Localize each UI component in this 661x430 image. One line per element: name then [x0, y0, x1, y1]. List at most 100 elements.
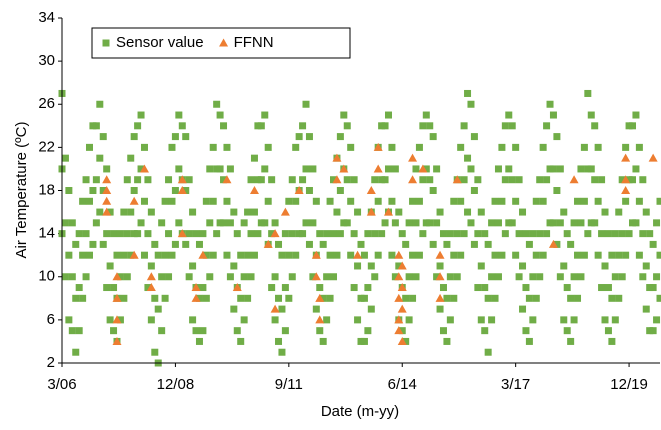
- data-point: [103, 284, 111, 292]
- data-point: [642, 262, 650, 270]
- data-point: [402, 337, 410, 345]
- data-point: [615, 251, 623, 259]
- legend-box: [91, 27, 351, 59]
- data-point: [305, 133, 313, 141]
- data-point: [247, 230, 255, 238]
- data-point: [326, 294, 334, 302]
- data-point: [577, 273, 585, 281]
- data-point: [347, 197, 355, 205]
- data-point: [99, 133, 107, 141]
- data-point: [302, 165, 310, 173]
- data-point: [584, 230, 592, 238]
- data-point: [96, 154, 104, 162]
- legend-marker: [219, 38, 229, 47]
- data-point: [446, 316, 454, 324]
- data-point: [271, 316, 279, 324]
- data-point: [68, 219, 76, 227]
- data-point: [494, 273, 502, 281]
- data-point: [398, 327, 406, 335]
- data-point: [295, 133, 303, 141]
- data-point: [508, 176, 516, 184]
- data-point: [350, 176, 358, 184]
- data-point: [185, 273, 193, 281]
- data-point: [112, 315, 122, 324]
- data-point: [556, 165, 564, 173]
- data-point: [457, 197, 465, 205]
- data-point: [209, 251, 217, 259]
- data-point: [177, 175, 187, 184]
- data-point: [99, 187, 107, 194]
- data-point: [240, 219, 248, 227]
- data-point: [366, 207, 376, 216]
- data-point: [292, 197, 300, 205]
- data-point: [264, 197, 272, 205]
- legend-marker: [102, 39, 110, 47]
- data-point: [429, 187, 437, 194]
- data-point: [271, 273, 279, 281]
- data-point: [470, 187, 478, 194]
- data-point: [102, 175, 112, 184]
- data-point: [65, 316, 73, 324]
- data-point: [481, 230, 489, 238]
- data-point: [226, 273, 234, 281]
- data-point: [433, 219, 441, 227]
- data-point: [271, 219, 279, 227]
- data-point: [144, 176, 152, 184]
- data-point: [494, 219, 502, 227]
- data-point: [213, 230, 221, 238]
- data-point: [508, 219, 516, 227]
- data-point: [185, 230, 193, 238]
- data-point: [435, 250, 445, 259]
- data-point: [457, 143, 465, 151]
- data-point: [591, 219, 599, 227]
- data-point: [275, 294, 283, 302]
- x-tick-label: 9/11: [275, 376, 303, 393]
- data-point: [391, 219, 399, 227]
- data-point: [263, 239, 273, 248]
- data-point: [477, 316, 485, 324]
- data-point: [182, 187, 190, 194]
- data-point: [419, 230, 427, 238]
- data-point: [484, 348, 492, 356]
- data-point: [278, 305, 286, 313]
- x-tick-label: 3/17: [501, 376, 530, 393]
- data-point: [129, 196, 139, 205]
- data-point: [515, 273, 523, 281]
- data-point: [646, 230, 654, 238]
- data-point: [177, 229, 187, 238]
- data-point: [72, 240, 80, 248]
- data-point: [384, 111, 392, 119]
- legend-label: FFNN: [234, 34, 274, 51]
- data-point: [553, 240, 561, 248]
- data-point: [598, 176, 606, 184]
- data-point: [415, 251, 423, 259]
- data-point: [113, 251, 121, 259]
- data-point: [309, 165, 317, 173]
- data-point: [309, 273, 317, 281]
- data-point: [618, 176, 626, 184]
- data-point: [391, 273, 399, 281]
- data-point: [515, 230, 523, 238]
- data-point: [323, 230, 331, 238]
- data-point: [618, 273, 626, 281]
- data-point: [453, 273, 461, 281]
- data-point: [123, 176, 131, 184]
- data-point: [288, 176, 296, 184]
- data-point: [151, 240, 159, 248]
- data-point: [319, 294, 327, 302]
- data-point: [546, 100, 554, 108]
- data-point: [642, 305, 650, 313]
- data-point: [426, 219, 434, 227]
- data-point: [323, 273, 331, 281]
- data-point: [484, 240, 492, 248]
- data-point: [311, 250, 321, 259]
- data-point: [611, 273, 619, 281]
- data-point: [206, 219, 214, 227]
- data-point: [223, 251, 231, 259]
- data-point: [435, 293, 445, 302]
- data-point: [116, 273, 124, 281]
- data-point: [85, 197, 93, 205]
- data-point: [305, 240, 313, 248]
- data-point: [130, 133, 138, 141]
